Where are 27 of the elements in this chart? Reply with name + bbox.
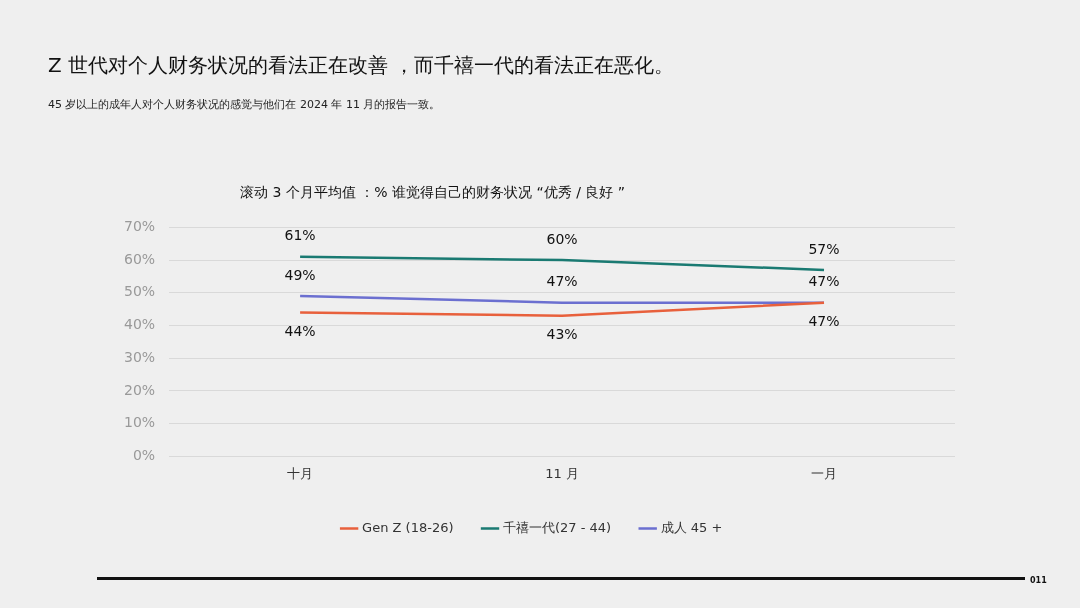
data-label: 60% xyxy=(546,230,578,247)
legend-label: 成人 45 + xyxy=(660,519,723,535)
legend-label: 千禧一代(27 - 44) xyxy=(503,519,612,535)
data-label: 57% xyxy=(808,240,840,257)
chart-subtitle: 45 岁以上的成年人对个人财务状况的感觉与他们在 2024 年 11 月的报告一致。 xyxy=(48,97,441,112)
y-tick-label: 30% xyxy=(123,348,156,365)
text: 滚动 3 个月平均值 ：% 谁觉得自己的财务状况 “优秀 / 良好 ” xyxy=(240,184,626,202)
data-label: 43% xyxy=(546,326,578,343)
data-label: 44% xyxy=(284,323,316,340)
y-tick-label: 50% xyxy=(123,283,156,300)
y-tick-label: 70% xyxy=(123,218,156,235)
y-tick-label: 40% xyxy=(123,316,156,333)
x-tick-label: 11 月 xyxy=(545,465,579,481)
text: 011 xyxy=(1030,576,1047,585)
data-label: 47% xyxy=(808,313,840,330)
legend-label: Gen Z (18-26) xyxy=(362,519,454,535)
x-tick-label: 十月 xyxy=(287,465,314,481)
data-label: 47% xyxy=(808,273,840,290)
x-tick-label: 一月 xyxy=(811,465,838,481)
y-tick-label: 60% xyxy=(123,250,156,267)
chart-title: Z 世代对个人财务状况的看法正在改善 ，而千禧一代的看法正在恶化。 xyxy=(48,52,675,79)
data-label: 49% xyxy=(284,266,316,283)
y-tick-label: 10% xyxy=(123,414,156,431)
data-label: 61% xyxy=(284,227,316,244)
y-tick-label: 20% xyxy=(123,381,156,398)
data-label: 47% xyxy=(546,273,578,290)
y-tick-label: 0% xyxy=(132,447,156,464)
